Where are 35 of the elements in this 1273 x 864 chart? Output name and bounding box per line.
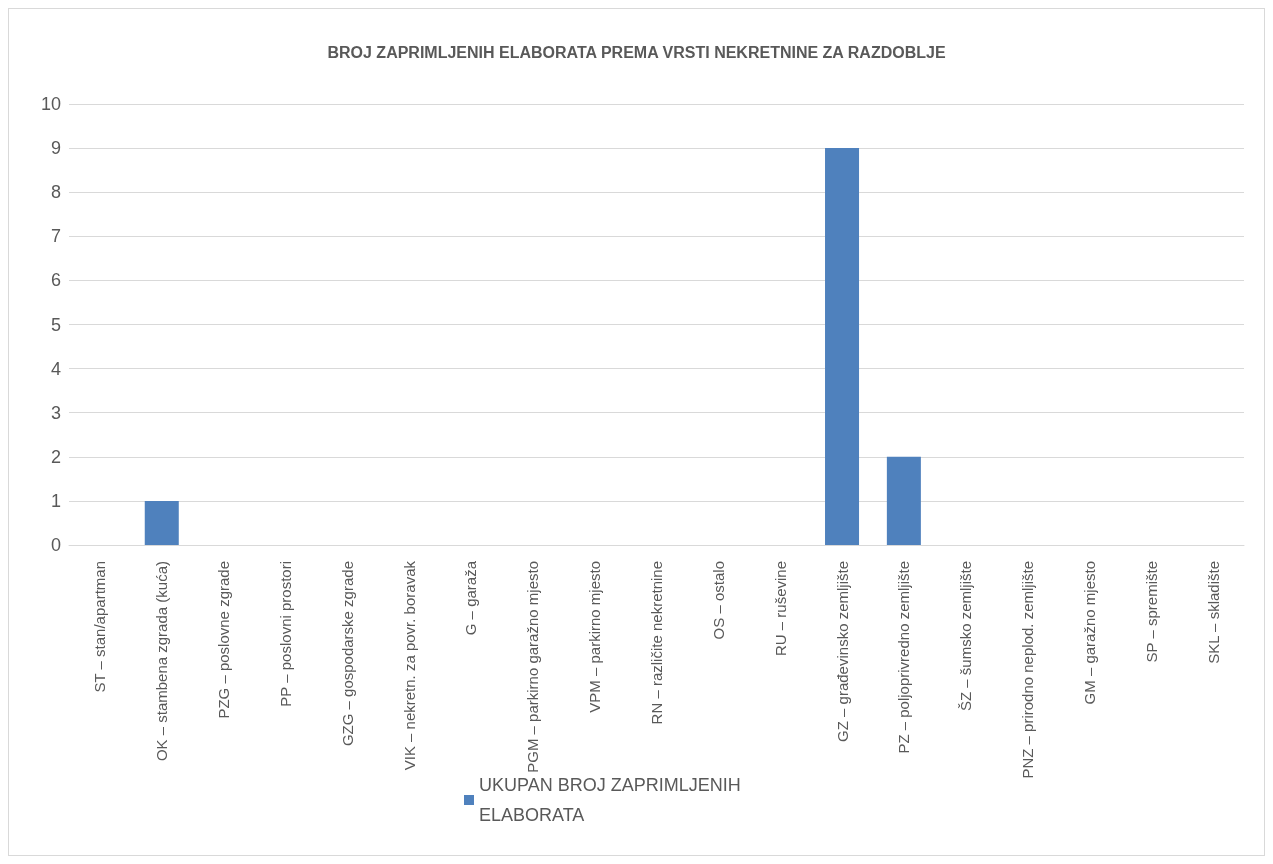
x-tick-label: G – garaža bbox=[462, 560, 480, 636]
y-tick-label: 5 bbox=[50, 314, 61, 335]
x-tick-label: SKL – skladište bbox=[1204, 561, 1222, 664]
x-tick-label: VPM – parkirno mjesto bbox=[586, 561, 604, 713]
x-tick-label: GM – garažno mjesto bbox=[1080, 561, 1098, 705]
y-tick-label: 8 bbox=[50, 182, 61, 203]
y-tick-label: 1 bbox=[50, 490, 61, 511]
x-tick-label: PGM – parkirno garažno mjesto bbox=[524, 561, 542, 773]
x-tick-label: SP – spremište bbox=[1142, 561, 1160, 663]
x-tick-label: GZ – građevinsko zemljište bbox=[833, 561, 851, 742]
x-tick-label: OS – ostalo bbox=[709, 561, 727, 640]
x-tick-label: PZG – poslovne zgrade bbox=[215, 561, 233, 719]
y-tick-label: 2 bbox=[50, 446, 61, 467]
y-tick-label: 3 bbox=[50, 402, 61, 423]
y-tick-label: 6 bbox=[50, 270, 61, 291]
x-tick-label: ŠZ – šumsko zemljište bbox=[957, 561, 975, 712]
y-tick-label: 0 bbox=[50, 535, 61, 555]
bar bbox=[886, 456, 921, 545]
x-tick-label: PNZ – prirodno neplod. zemljište bbox=[1019, 561, 1037, 779]
x-tick-label: PP – poslovni prostori bbox=[276, 561, 294, 707]
y-tick-label: 9 bbox=[50, 138, 61, 159]
x-tick-label: GZG – gospodarske zgrade bbox=[338, 561, 356, 747]
bar bbox=[825, 148, 860, 545]
bar bbox=[144, 500, 179, 545]
y-tick-label: 10 bbox=[40, 94, 61, 114]
x-tick-label: VIK – nekretn. za povr. boravak bbox=[400, 560, 418, 771]
x-tick-label: OK – stambena zgrada (kuća) bbox=[153, 561, 171, 762]
x-tick-label: RN – različite nekretnine bbox=[648, 561, 665, 725]
x-tick-label: PZ – poljoprivredno zemljište bbox=[895, 561, 913, 754]
legend-label: UKUPAN BROJ ZAPRIMLJENIH ELABORATA bbox=[479, 775, 746, 825]
x-tick-label: ST – stan/apartman bbox=[91, 561, 109, 693]
y-tick-label: 7 bbox=[50, 226, 61, 247]
y-tick-label: 4 bbox=[50, 358, 61, 379]
x-tick-label: RU – ruševine bbox=[771, 561, 789, 657]
chart-title: BROJ ZAPRIMLJENIH ELABORATA PREMA VRSTI NEKRETNINE ZA RAZDOBLJE bbox=[327, 43, 946, 61]
